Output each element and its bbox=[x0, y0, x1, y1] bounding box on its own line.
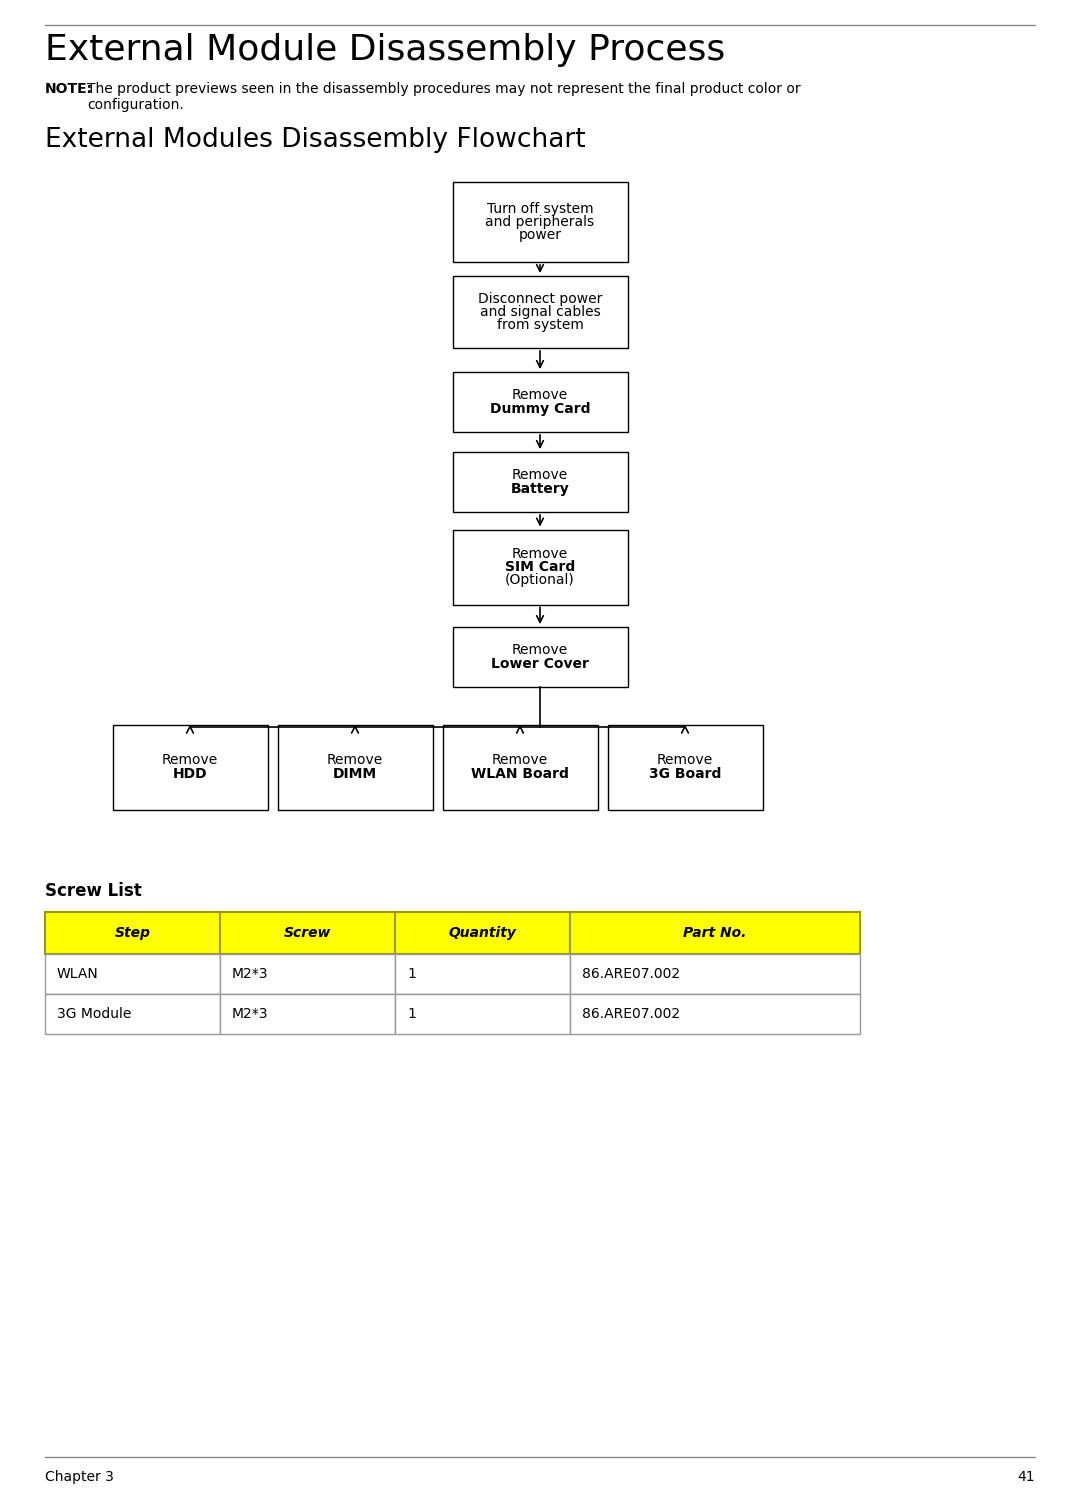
Bar bbox=[570, 912, 860, 954]
Text: and signal cables: and signal cables bbox=[480, 305, 600, 319]
Bar bbox=[220, 912, 395, 954]
Text: Disconnect power: Disconnect power bbox=[477, 292, 603, 305]
Text: WLAN: WLAN bbox=[57, 968, 98, 981]
Text: NOTE:: NOTE: bbox=[45, 82, 93, 95]
Bar bbox=[453, 372, 627, 432]
Text: Remove: Remove bbox=[512, 547, 568, 561]
Bar bbox=[453, 452, 627, 513]
Bar bbox=[112, 724, 268, 809]
Bar bbox=[395, 993, 570, 1034]
Text: Remove: Remove bbox=[327, 753, 383, 767]
Bar bbox=[395, 912, 570, 954]
Text: (Optional): (Optional) bbox=[505, 573, 575, 587]
Text: Remove: Remove bbox=[491, 753, 549, 767]
Bar bbox=[453, 529, 627, 605]
Text: Remove: Remove bbox=[512, 643, 568, 658]
Text: Dummy Card: Dummy Card bbox=[489, 402, 591, 416]
Text: from system: from system bbox=[497, 318, 583, 333]
Text: Screw List: Screw List bbox=[45, 881, 141, 900]
Text: and peripherals: and peripherals bbox=[485, 215, 595, 228]
Bar bbox=[45, 954, 220, 993]
Text: Step: Step bbox=[114, 925, 150, 940]
Bar bbox=[443, 724, 597, 809]
Bar bbox=[220, 993, 395, 1034]
Text: Part No.: Part No. bbox=[684, 925, 746, 940]
Text: External Module Disassembly Process: External Module Disassembly Process bbox=[45, 33, 726, 67]
Text: 1: 1 bbox=[407, 968, 416, 981]
Text: Chapter 3: Chapter 3 bbox=[45, 1470, 113, 1483]
Bar bbox=[45, 993, 220, 1034]
Text: power: power bbox=[518, 228, 562, 242]
Bar bbox=[278, 724, 432, 809]
Bar bbox=[570, 993, 860, 1034]
Text: DIMM: DIMM bbox=[333, 767, 377, 782]
Text: M2*3: M2*3 bbox=[232, 1007, 269, 1021]
Bar bbox=[607, 724, 762, 809]
Text: Turn off system: Turn off system bbox=[487, 203, 593, 216]
Text: 3G Board: 3G Board bbox=[649, 767, 721, 782]
Text: Remove: Remove bbox=[162, 753, 218, 767]
Text: WLAN Board: WLAN Board bbox=[471, 767, 569, 782]
Bar bbox=[220, 954, 395, 993]
Bar bbox=[45, 912, 220, 954]
Bar bbox=[453, 627, 627, 686]
Text: M2*3: M2*3 bbox=[232, 968, 269, 981]
Text: Quantity: Quantity bbox=[448, 925, 516, 940]
Text: 86.ARE07.002: 86.ARE07.002 bbox=[582, 1007, 680, 1021]
Text: Battery: Battery bbox=[511, 482, 569, 496]
Text: Remove: Remove bbox=[512, 469, 568, 482]
Text: Screw: Screw bbox=[284, 925, 332, 940]
Bar bbox=[453, 277, 627, 348]
Text: 1: 1 bbox=[407, 1007, 416, 1021]
Text: Lower Cover: Lower Cover bbox=[491, 658, 589, 671]
Text: External Modules Disassembly Flowchart: External Modules Disassembly Flowchart bbox=[45, 127, 585, 153]
Text: 86.ARE07.002: 86.ARE07.002 bbox=[582, 968, 680, 981]
Bar bbox=[453, 181, 627, 262]
Text: Remove: Remove bbox=[657, 753, 713, 767]
Text: SIM Card: SIM Card bbox=[504, 559, 576, 575]
Text: 3G Module: 3G Module bbox=[57, 1007, 132, 1021]
Text: HDD: HDD bbox=[173, 767, 207, 782]
Text: The product previews seen in the disassembly procedures may not represent the fi: The product previews seen in the disasse… bbox=[87, 82, 800, 112]
Bar bbox=[395, 954, 570, 993]
Bar bbox=[570, 954, 860, 993]
Text: 41: 41 bbox=[1017, 1470, 1035, 1483]
Text: Remove: Remove bbox=[512, 389, 568, 402]
